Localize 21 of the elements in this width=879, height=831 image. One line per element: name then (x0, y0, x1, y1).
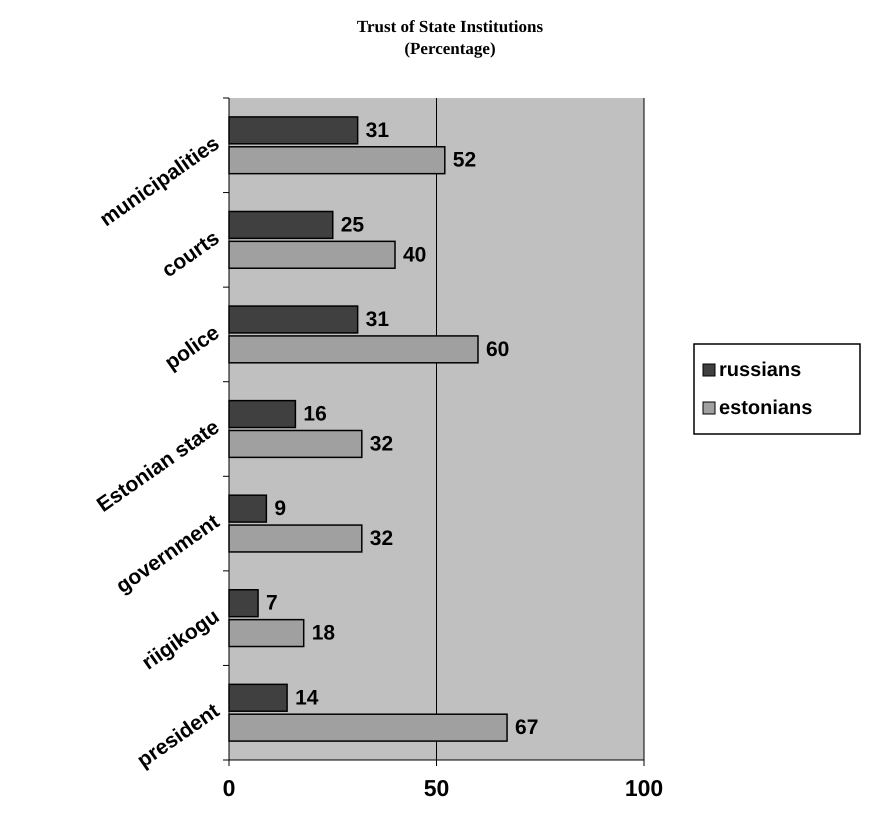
legend-label: russians (719, 359, 802, 381)
data-label: 16 (303, 402, 327, 426)
x-tick-label: 0 (222, 775, 236, 801)
x-tick-label: 50 (424, 775, 450, 801)
data-label: 52 (452, 148, 476, 172)
data-label: 18 (312, 622, 336, 645)
data-label: 40 (403, 243, 426, 266)
chart-title: Trust of State Institutions (356, 17, 544, 36)
chart-subtitle: (Percentage) (404, 39, 496, 58)
data-label: 32 (370, 432, 394, 456)
data-label: 7 (266, 592, 278, 615)
legend-label: estonians (719, 397, 812, 419)
data-label: 25 (340, 213, 364, 236)
data-label: 60 (486, 338, 510, 361)
data-label: 67 (515, 716, 538, 740)
x-tick-label: 100 (624, 775, 664, 801)
data-label: 31 (366, 308, 390, 331)
data-label: 32 (370, 527, 394, 550)
data-label: 31 (366, 118, 390, 142)
data-label: 9 (274, 497, 286, 520)
data-label: 14 (295, 686, 319, 710)
